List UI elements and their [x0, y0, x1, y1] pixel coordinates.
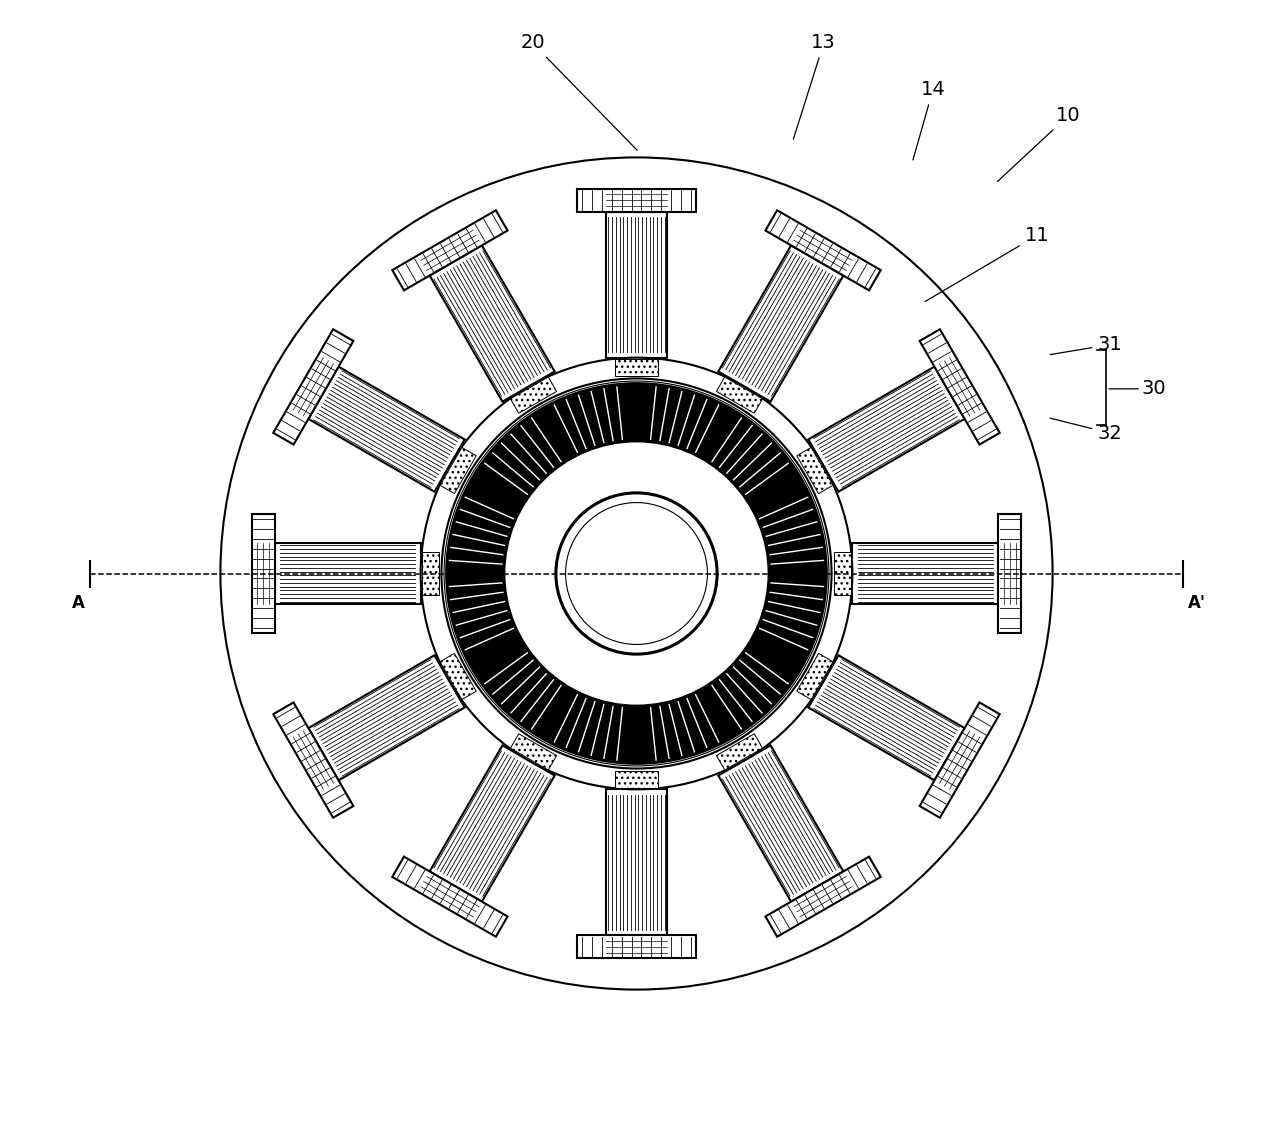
Polygon shape [430, 245, 555, 401]
Polygon shape [834, 552, 850, 595]
Text: 30: 30 [1141, 379, 1166, 398]
Polygon shape [919, 703, 999, 817]
Polygon shape [808, 367, 965, 492]
Polygon shape [308, 367, 465, 492]
Polygon shape [606, 789, 667, 935]
Polygon shape [440, 654, 476, 700]
Polygon shape [718, 245, 843, 401]
Polygon shape [808, 656, 965, 780]
Polygon shape [919, 330, 999, 445]
Polygon shape [577, 188, 696, 212]
Polygon shape [392, 856, 508, 937]
Text: 11: 11 [925, 226, 1049, 302]
Polygon shape [274, 330, 354, 445]
Polygon shape [430, 745, 555, 901]
Text: 20: 20 [521, 34, 638, 150]
Text: 32: 32 [1050, 418, 1123, 443]
Text: A': A' [1188, 594, 1206, 612]
Polygon shape [765, 211, 881, 290]
Polygon shape [274, 703, 354, 817]
Polygon shape [615, 359, 658, 376]
Polygon shape [717, 734, 763, 770]
Polygon shape [577, 935, 696, 958]
Polygon shape [797, 447, 833, 493]
Polygon shape [853, 544, 998, 604]
Polygon shape [392, 211, 508, 290]
Polygon shape [606, 212, 667, 358]
Polygon shape [510, 377, 556, 414]
Polygon shape [252, 513, 275, 633]
Polygon shape [797, 654, 833, 700]
Polygon shape [765, 856, 881, 937]
Polygon shape [440, 447, 476, 493]
Text: A: A [73, 594, 85, 612]
Text: 14: 14 [913, 81, 946, 160]
Polygon shape [423, 552, 439, 595]
Polygon shape [308, 656, 465, 780]
Circle shape [556, 493, 717, 655]
Text: 13: 13 [793, 34, 836, 139]
Polygon shape [717, 377, 763, 414]
Polygon shape [718, 745, 843, 901]
Polygon shape [615, 771, 658, 788]
Polygon shape [998, 513, 1021, 633]
Text: 10: 10 [998, 106, 1081, 182]
Polygon shape [510, 734, 556, 770]
Polygon shape [275, 544, 420, 604]
Text: 31: 31 [1050, 335, 1123, 354]
